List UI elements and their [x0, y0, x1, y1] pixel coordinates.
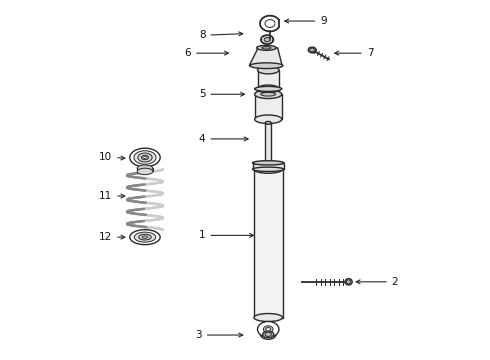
Ellipse shape	[264, 326, 273, 333]
Ellipse shape	[137, 165, 153, 171]
Ellipse shape	[263, 331, 274, 338]
Text: 3: 3	[195, 330, 243, 340]
Ellipse shape	[266, 121, 271, 124]
Ellipse shape	[258, 85, 279, 93]
Bar	[254, 169, 283, 318]
Ellipse shape	[250, 63, 283, 68]
Ellipse shape	[134, 232, 156, 242]
Bar	[258, 70, 279, 89]
Text: 9: 9	[285, 16, 327, 26]
Text: 11: 11	[99, 191, 125, 201]
Ellipse shape	[255, 115, 282, 123]
Bar	[266, 123, 271, 163]
Ellipse shape	[266, 328, 270, 331]
Ellipse shape	[258, 321, 279, 337]
Ellipse shape	[252, 167, 284, 171]
Text: 5: 5	[199, 89, 245, 99]
Ellipse shape	[346, 280, 351, 284]
Text: 7: 7	[335, 48, 373, 58]
Ellipse shape	[264, 37, 270, 42]
Ellipse shape	[262, 46, 271, 49]
Bar	[255, 94, 282, 119]
Ellipse shape	[142, 156, 148, 159]
Text: 1: 1	[199, 230, 253, 240]
Text: 2: 2	[356, 277, 398, 287]
Polygon shape	[249, 48, 282, 66]
Ellipse shape	[252, 161, 284, 165]
Ellipse shape	[137, 168, 153, 175]
Ellipse shape	[258, 66, 279, 74]
Text: 12: 12	[99, 232, 125, 242]
Text: 8: 8	[199, 30, 243, 40]
Ellipse shape	[144, 157, 147, 158]
Ellipse shape	[310, 48, 315, 52]
Ellipse shape	[139, 234, 151, 240]
Ellipse shape	[142, 236, 147, 238]
Ellipse shape	[308, 47, 316, 53]
Ellipse shape	[138, 153, 152, 162]
Ellipse shape	[257, 45, 276, 50]
Ellipse shape	[254, 314, 283, 321]
Ellipse shape	[130, 148, 160, 167]
Ellipse shape	[254, 165, 283, 173]
Text: 6: 6	[185, 48, 228, 58]
Ellipse shape	[260, 329, 276, 339]
Ellipse shape	[255, 86, 282, 91]
Ellipse shape	[255, 90, 282, 99]
Ellipse shape	[265, 332, 271, 337]
Bar	[252, 163, 284, 169]
Ellipse shape	[134, 151, 156, 164]
Ellipse shape	[345, 279, 352, 285]
Ellipse shape	[261, 35, 273, 44]
Text: 10: 10	[99, 152, 125, 162]
Ellipse shape	[261, 93, 276, 96]
Ellipse shape	[130, 230, 160, 245]
Text: 4: 4	[199, 134, 248, 144]
